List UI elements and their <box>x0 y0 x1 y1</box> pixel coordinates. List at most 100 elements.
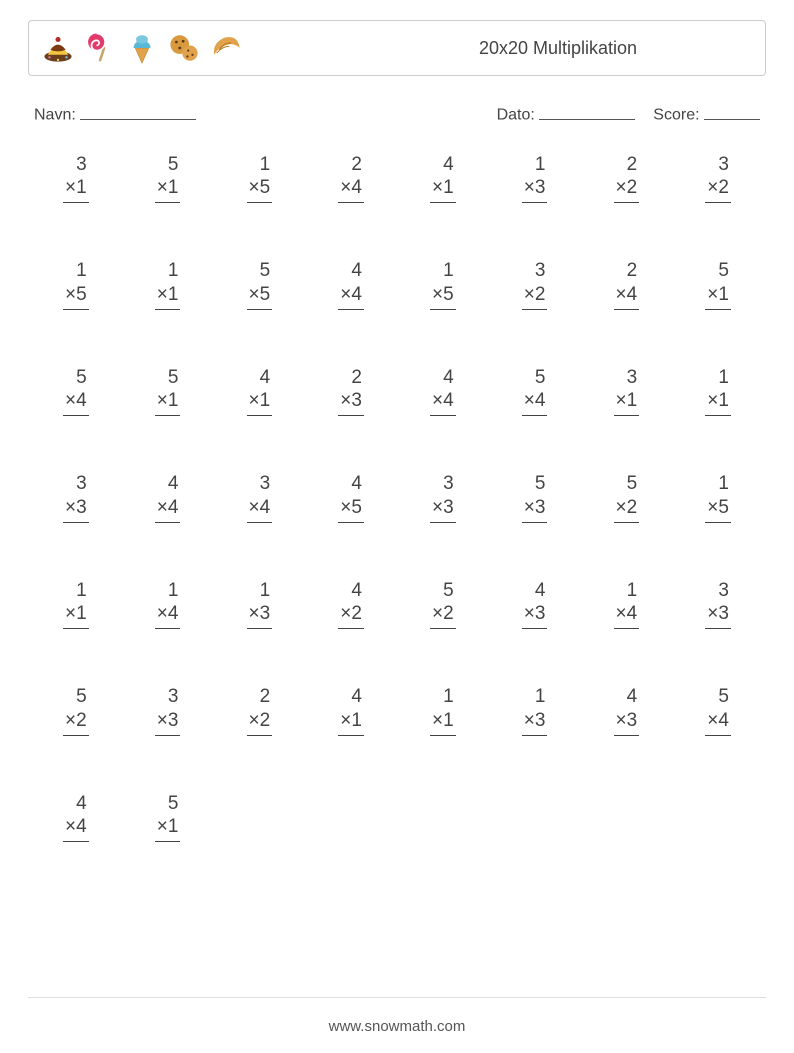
multiplier: ×4 <box>338 176 364 203</box>
problem: 4×3 <box>581 685 673 736</box>
problem: 5×4 <box>489 366 581 417</box>
problem: 4×4 <box>30 792 122 843</box>
multiplier: ×2 <box>63 709 89 736</box>
footer: www.snowmath.com <box>0 997 794 1035</box>
problem: 5×1 <box>122 366 214 417</box>
multiplicand: 5 <box>258 259 273 283</box>
pudding-icon <box>41 31 75 65</box>
multiplicand: 1 <box>716 366 731 390</box>
header-icons <box>41 31 243 65</box>
meta-name: Navn: <box>34 102 497 125</box>
problem: 2×4 <box>581 259 673 310</box>
lollipop-icon <box>83 31 117 65</box>
problem: 1×4 <box>122 579 214 630</box>
problem: 1×1 <box>122 259 214 310</box>
multiplicand: 5 <box>625 472 640 496</box>
multiplier: ×2 <box>522 283 548 310</box>
problem: 5×1 <box>672 259 764 310</box>
meta-score: Score: <box>653 102 760 125</box>
multiplicand: 1 <box>441 259 456 283</box>
multiplier: ×3 <box>522 176 548 203</box>
problem: 4×1 <box>214 366 306 417</box>
multiplicand: 1 <box>258 579 273 603</box>
problem: 1×5 <box>397 259 489 310</box>
multiplicand: 5 <box>533 472 548 496</box>
problem: 2×2 <box>214 685 306 736</box>
multiplicand: 3 <box>716 153 731 177</box>
multiplier: ×3 <box>522 709 548 736</box>
score-label: Score: <box>653 107 699 124</box>
multiplier: ×3 <box>63 496 89 523</box>
meta-date: Dato: <box>497 102 636 125</box>
multiplicand: 5 <box>74 366 89 390</box>
problem: 3×3 <box>122 685 214 736</box>
problem: 4×4 <box>305 259 397 310</box>
multiplicand: 4 <box>349 685 364 709</box>
multiplicand: 1 <box>166 579 181 603</box>
multiplicand: 4 <box>441 153 456 177</box>
multiplier: ×3 <box>338 389 364 416</box>
worksheet-title: 20x20 Multiplikation <box>363 38 753 59</box>
multiplicand: 5 <box>716 685 731 709</box>
multiplicand: 2 <box>625 259 640 283</box>
croissant-icon <box>209 31 243 65</box>
multiplicand: 5 <box>716 259 731 283</box>
multiplicand: 5 <box>166 366 181 390</box>
multiplier: ×4 <box>63 389 89 416</box>
multiplicand: 4 <box>533 579 548 603</box>
multiplier: ×2 <box>614 496 640 523</box>
ice-cream-icon <box>125 31 159 65</box>
problem: 3×2 <box>489 259 581 310</box>
multiplicand: 2 <box>258 685 273 709</box>
multiplicand: 5 <box>533 366 548 390</box>
multiplicand: 1 <box>74 259 89 283</box>
problem: 4×5 <box>305 472 397 523</box>
problem: 4×3 <box>489 579 581 630</box>
multiplier: ×3 <box>155 709 181 736</box>
multiplicand: 1 <box>441 685 456 709</box>
date-blank[interactable] <box>539 102 635 120</box>
multiplier: ×4 <box>247 496 273 523</box>
multiplier: ×4 <box>705 709 731 736</box>
problem: 3×1 <box>581 366 673 417</box>
multiplier: ×4 <box>338 283 364 310</box>
multiplicand: 3 <box>716 579 731 603</box>
multiplicand: 2 <box>625 153 640 177</box>
multiplier: ×4 <box>63 815 89 842</box>
multiplier: ×2 <box>705 176 731 203</box>
footer-divider <box>28 997 766 998</box>
footer-text: www.snowmath.com <box>329 1018 466 1035</box>
multiplier: ×1 <box>705 389 731 416</box>
multiplier: ×1 <box>338 709 364 736</box>
multiplier: ×3 <box>522 496 548 523</box>
multiplier: ×2 <box>247 709 273 736</box>
multiplier: ×1 <box>430 709 456 736</box>
problem: 3×4 <box>214 472 306 523</box>
problem: 3×2 <box>672 153 764 204</box>
multiplicand: 5 <box>74 685 89 709</box>
multiplier: ×3 <box>522 602 548 629</box>
multiplier: ×2 <box>614 176 640 203</box>
score-blank[interactable] <box>704 102 760 120</box>
multiplicand: 5 <box>166 792 181 816</box>
problem: 5×1 <box>122 153 214 204</box>
problem: 5×4 <box>672 685 764 736</box>
problem: 4×1 <box>397 153 489 204</box>
name-blank[interactable] <box>80 102 196 120</box>
problem: 3×3 <box>30 472 122 523</box>
problem: 1×5 <box>672 472 764 523</box>
problem: 3×1 <box>30 153 122 204</box>
multiplier: ×5 <box>247 283 273 310</box>
problem: 4×4 <box>122 472 214 523</box>
problem: 4×4 <box>397 366 489 417</box>
multiplier: ×4 <box>614 602 640 629</box>
multiplier: ×1 <box>247 389 273 416</box>
multiplier: ×4 <box>430 389 456 416</box>
multiplier: ×1 <box>155 176 181 203</box>
multiplicand: 2 <box>349 153 364 177</box>
multiplicand: 4 <box>74 792 89 816</box>
multiplicand: 1 <box>716 472 731 496</box>
problem: 5×1 <box>122 792 214 843</box>
problem: 1×3 <box>489 153 581 204</box>
problem: 2×4 <box>305 153 397 204</box>
